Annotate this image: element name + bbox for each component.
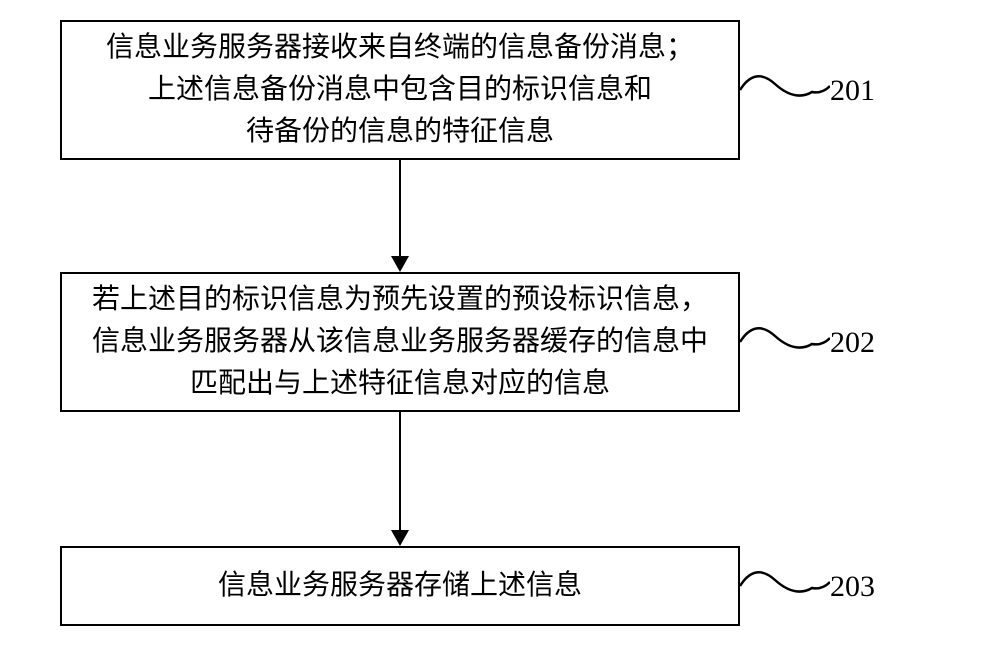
arrow-1-line	[399, 160, 401, 258]
flow-step-2-text: 若上述目的标识信息为预先设置的预设标识信息， 信息业务服务器从该信息业务服务器缓…	[92, 279, 708, 405]
step-label-3: 203	[830, 570, 875, 604]
wave-path-1	[740, 76, 830, 95]
arrow-1-head	[391, 256, 409, 272]
wave-path-2	[740, 328, 830, 347]
connector-wave-1	[740, 70, 830, 110]
flow-step-1-text: 信息业务服务器接收来自终端的信息备份消息； 上述信息备份消息中包含目的标识信息和…	[106, 27, 694, 153]
step-label-2: 202	[830, 326, 875, 360]
arrow-2-line	[399, 412, 401, 532]
step-label-1: 201	[830, 74, 875, 108]
wave-path-3	[740, 572, 830, 591]
flowchart-canvas: 信息业务服务器接收来自终端的信息备份消息； 上述信息备份消息中包含目的标识信息和…	[0, 0, 1000, 654]
flow-step-2: 若上述目的标识信息为预先设置的预设标识信息， 信息业务服务器从该信息业务服务器缓…	[60, 272, 740, 412]
flow-step-3-text: 信息业务服务器存储上述信息	[218, 565, 582, 607]
flow-step-3: 信息业务服务器存储上述信息	[60, 546, 740, 626]
connector-wave-3	[740, 566, 830, 606]
connector-wave-2	[740, 322, 830, 362]
arrow-2-head	[391, 530, 409, 546]
flow-step-1: 信息业务服务器接收来自终端的信息备份消息； 上述信息备份消息中包含目的标识信息和…	[60, 20, 740, 160]
